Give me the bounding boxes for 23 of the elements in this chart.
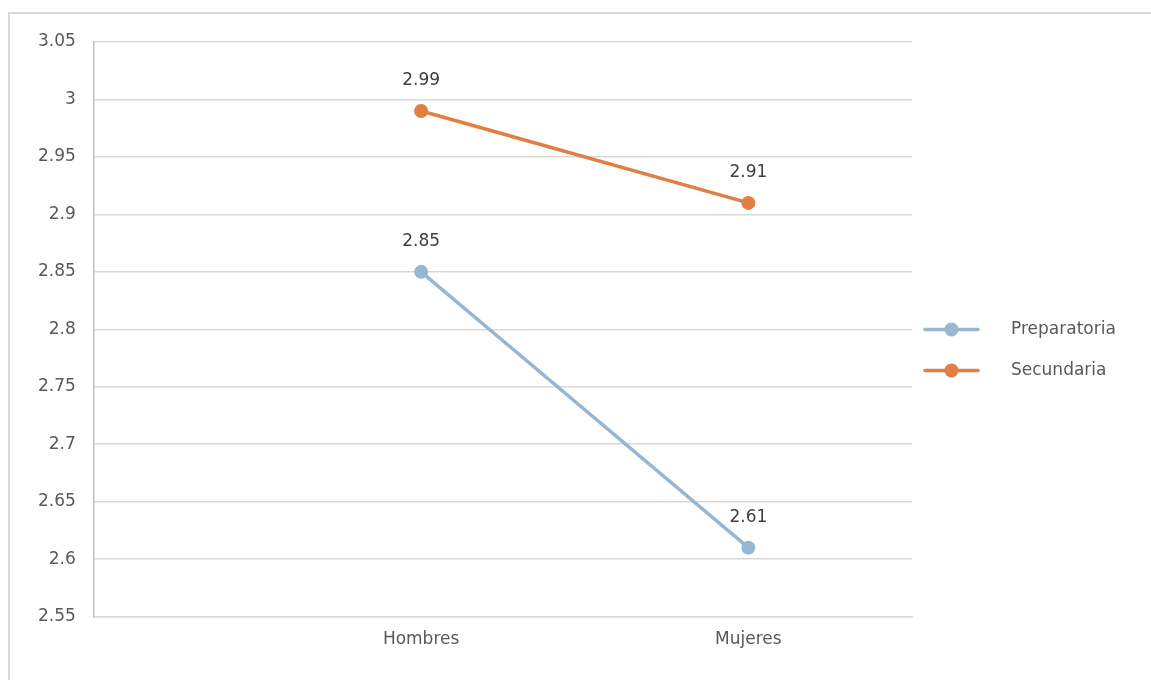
point — [414, 103, 429, 118]
x-tick-label: Hombres — [382, 628, 460, 649]
y-tick-label: 2.8 — [48, 317, 76, 338]
data-label: 2.99 — [402, 69, 441, 90]
data-label: 2.61 — [729, 506, 768, 527]
point — [414, 264, 429, 279]
legend-label: Secundaria — [1011, 358, 1107, 379]
y-tick-label: 3 — [65, 87, 76, 108]
y-tick-label: 2.95 — [37, 145, 76, 166]
y-tick-label: 2.85 — [37, 260, 76, 281]
y-tick-label: 2.65 — [37, 490, 76, 511]
y-tick-label: 2.6 — [48, 547, 76, 568]
data-label: 2.85 — [402, 230, 441, 251]
point — [741, 540, 756, 555]
y-tick-label: 3.05 — [37, 30, 76, 51]
y-tick-label: 2.7 — [48, 432, 76, 453]
point — [741, 195, 756, 210]
data-label: 2.91 — [729, 161, 768, 182]
y-tick-label: 2.55 — [37, 605, 76, 626]
legend-label: Preparatoria — [1011, 317, 1116, 338]
x-tick-label: Mujeres — [715, 628, 782, 649]
y-tick-label: 2.75 — [37, 375, 76, 396]
y-tick-label: 2.9 — [48, 202, 76, 223]
